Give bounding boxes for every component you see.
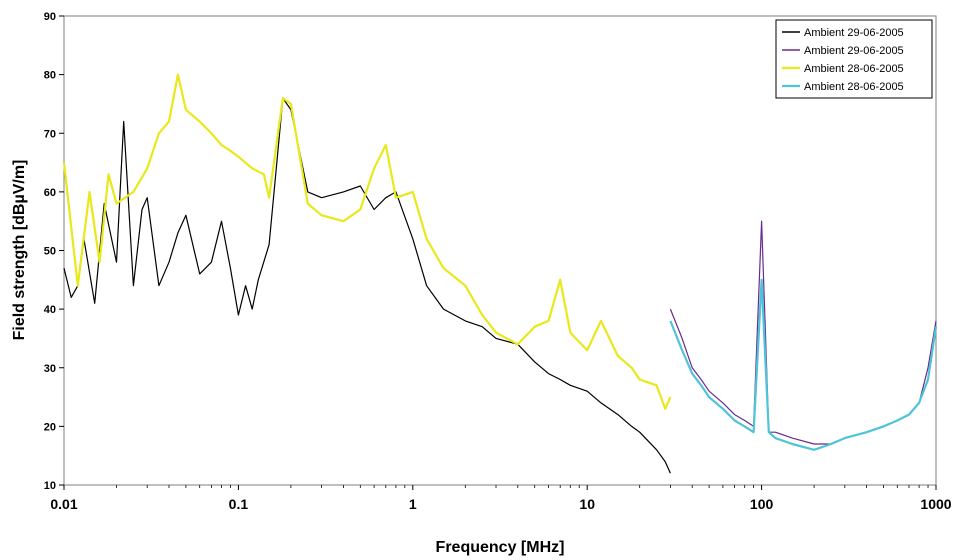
x-axis: 0.01 0.1 1 10 100 1000 [50,485,952,512]
legend-entry: Ambient 28-06-2005 [804,81,904,93]
x-tick-label: 0.1 [229,496,249,512]
y-tick-label: 90 [44,11,56,23]
y-tick-label: 20 [44,421,56,433]
legend: Ambient 29-06-2005 Ambient 29-06-2005 Ambi… [775,19,933,99]
series-line-3 [62,73,672,410]
y-tick-label: 30 [44,363,56,375]
y-axis-title: Field strength [dBµV/m] [11,160,28,341]
legend-entry: Ambient 29-06-2005 [804,27,904,39]
y-tick-label: 80 [44,70,56,82]
x-tick-label: 1 [409,496,417,512]
y-tick-label: 70 [44,128,56,140]
y-tick-label: 60 [44,187,56,199]
series-line-4 [669,278,938,451]
series-layer [62,73,938,474]
y-tick-label: 40 [44,304,56,316]
y-tick-label: 50 [44,246,56,258]
y-axis: 10 20 30 40 50 60 70 80 90 [44,11,64,492]
x-tick-label: 100 [750,496,774,512]
x-axis-title: Frequency [MHz] [436,539,565,556]
x-tick-label: 1000 [920,496,951,512]
legend-box [775,19,933,99]
x-tick-label: 10 [579,496,595,512]
legend-entry: Ambient 28-06-2005 [804,63,904,75]
x-tick-label: 0.01 [50,496,77,512]
legend-entry: Ambient 29-06-2005 [804,45,904,57]
y-tick-label: 10 [44,480,56,492]
